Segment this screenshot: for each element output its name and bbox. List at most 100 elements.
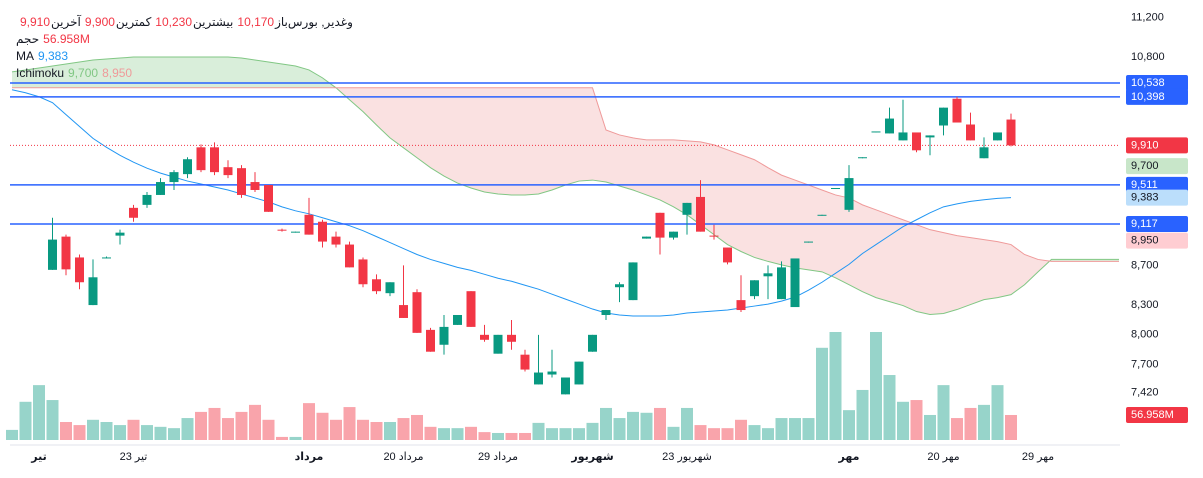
price-badge (1126, 158, 1188, 175)
price-badge (1126, 189, 1188, 206)
cloud-segment (66, 62, 80, 88)
cloud-segment (390, 87, 404, 148)
volume-bar (762, 428, 774, 440)
ma-value: 9,383 (38, 49, 69, 63)
candle-body (480, 334, 489, 340)
volume-bar (100, 422, 113, 440)
candle-body (466, 291, 476, 327)
cloud-segment (268, 62, 282, 88)
cloud-segment (849, 197, 863, 292)
volume-bar (627, 411, 639, 440)
volume-bar (262, 419, 275, 440)
volume-bar (330, 419, 342, 440)
volume-bar (802, 418, 815, 440)
volume-bar (897, 401, 909, 440)
cloud-segment (444, 87, 458, 184)
cloud-segment (646, 139, 660, 200)
volume-bar (910, 400, 923, 440)
candle-body (426, 329, 435, 352)
volume-bar (141, 425, 153, 440)
volume-bar (586, 422, 599, 440)
volume-bar (951, 418, 963, 440)
volume-bar (154, 426, 167, 440)
cloud-segment (457, 87, 471, 189)
candle-body (790, 258, 800, 308)
y-tick-label: 8,700 (1131, 259, 1159, 271)
legend-ohlc: وغدیر, بورس باز 10,170 بیشترین 10,230 کمترین… (16, 14, 353, 31)
volume-bar (640, 412, 653, 440)
price-badge (1126, 137, 1188, 154)
candle-body (642, 236, 651, 239)
legend-volume: حجم 56.958M (16, 31, 353, 48)
cloud-segment (660, 139, 674, 207)
volume-bar (937, 385, 950, 440)
volume-bar (991, 385, 1004, 440)
volume-bar (451, 428, 464, 440)
volume-bar (127, 419, 140, 440)
volume-bar (478, 432, 491, 440)
cloud-segment (228, 57, 242, 88)
candle-body (507, 334, 516, 342)
candle-body (561, 377, 570, 395)
cloud-segment (768, 167, 782, 265)
price-badge (1126, 176, 1188, 193)
price-badge-label: 9,117 (1131, 218, 1158, 230)
volume-bar (235, 411, 248, 440)
candle-body (912, 132, 921, 151)
volume-bar (303, 403, 315, 440)
volume-bar (735, 419, 747, 440)
candle-body (925, 135, 935, 138)
cloud-segment (876, 209, 890, 302)
candle-body (169, 172, 179, 183)
candle-body (939, 107, 948, 126)
candle-body (547, 371, 557, 375)
cloud-segment (714, 144, 728, 245)
candle-body (210, 147, 219, 173)
volume-bar (181, 418, 194, 440)
volume-bar (856, 389, 869, 440)
volume-bar (370, 422, 383, 440)
volume-bar (1005, 414, 1017, 440)
candle-body (277, 229, 287, 231)
legend-ichimoku: Ichimoku 9,700 8,950 (16, 65, 353, 82)
candle-body (885, 118, 894, 134)
cloud-segment (471, 87, 485, 192)
cloud-segment (835, 194, 849, 285)
price-badge-label: 9,700 (1131, 160, 1159, 172)
volume-bar (87, 419, 99, 440)
candle-body (129, 207, 138, 218)
cloud-segment (930, 229, 944, 315)
cloud-segment (525, 87, 539, 195)
candle-body (979, 147, 989, 159)
cloud-segment (430, 87, 444, 177)
x-tick-label: 20 مهر (927, 451, 959, 463)
cloud-segment (1011, 244, 1025, 295)
candle-body (304, 214, 314, 235)
cloud-segment (984, 239, 998, 300)
y-tick-label: 7,420 (1131, 386, 1159, 398)
x-tick-label: شهریور (570, 451, 613, 463)
price-badge-label: 56.958M (1131, 409, 1174, 421)
cloud-segment (174, 57, 188, 88)
price-badge-label: 10,398 (1131, 91, 1165, 103)
volume-bar (789, 418, 801, 440)
candle-body (682, 202, 692, 215)
cloud-segment (133, 57, 147, 88)
volume-bar (721, 428, 734, 440)
cloud-segment (538, 87, 552, 194)
candle-body (696, 196, 705, 232)
cloud-segment (511, 87, 525, 195)
legend-ma: MA 9,383 (16, 48, 353, 65)
candle-body (844, 178, 854, 210)
legend: وغدیر, بورس باز 10,170 بیشترین 10,230 کمترین… (16, 14, 353, 82)
price-badge-label: 10,538 (1131, 77, 1165, 89)
volume-bar (829, 332, 842, 440)
ohlc-value: 10,170 (237, 15, 275, 29)
cloud-segment (781, 175, 795, 268)
volume-bar (60, 422, 72, 440)
x-tick-label: 29 مهر (1022, 451, 1054, 463)
cloud-segment (484, 87, 498, 194)
volume-bar (681, 407, 693, 440)
volume-bar (816, 347, 828, 440)
candle-body (601, 310, 611, 315)
